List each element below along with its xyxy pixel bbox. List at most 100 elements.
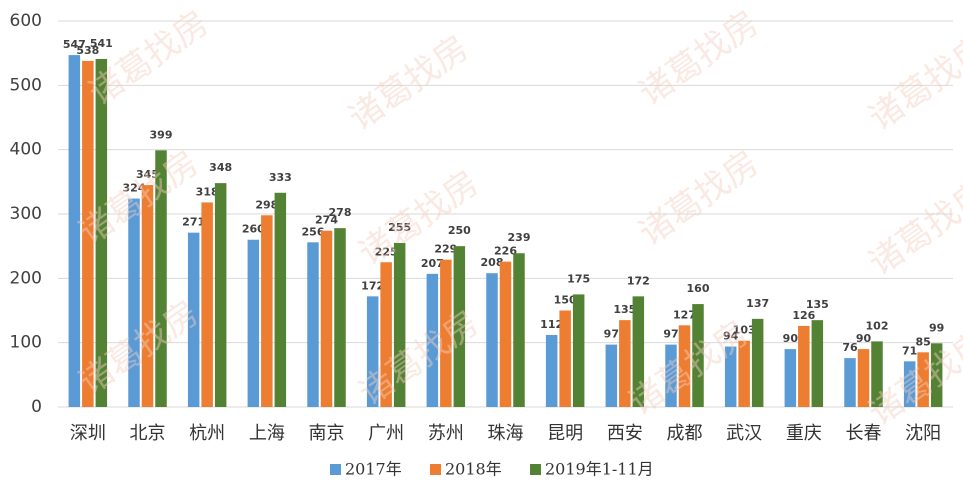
value-label: 260 (242, 223, 265, 236)
x-tick-label: 广州 (368, 423, 404, 444)
bar (692, 304, 704, 407)
y-tick-label: 400 (10, 140, 42, 160)
bar (68, 55, 81, 407)
x-tick-label: 武汉 (726, 423, 762, 444)
bar (247, 239, 260, 407)
value-label: 255 (388, 221, 411, 234)
bar (559, 310, 571, 407)
y-tick-label: 300 (10, 204, 42, 224)
value-label: 538 (76, 44, 99, 57)
x-tick-label: 上海 (249, 423, 285, 444)
bar (572, 294, 585, 407)
value-label: 90 (856, 332, 872, 345)
bar (82, 60, 94, 408)
value-label: 135 (806, 298, 829, 311)
bar (903, 361, 916, 407)
value-label: 229 (434, 243, 457, 256)
value-label: 102 (866, 319, 889, 332)
bar (380, 262, 392, 407)
bar (426, 273, 439, 407)
value-label: 160 (687, 282, 710, 295)
x-tick-label: 重庆 (786, 423, 822, 444)
value-label: 547 (63, 38, 86, 51)
value-label: 324 (123, 182, 146, 195)
value-label: 208 (481, 256, 504, 269)
value-label: 278 (329, 206, 352, 219)
x-tick-label: 深圳 (70, 423, 106, 444)
bar (632, 296, 645, 407)
bar (605, 344, 618, 407)
x-tick-label: 成都 (667, 423, 703, 444)
bar (798, 325, 810, 407)
value-label: 239 (508, 231, 531, 244)
value-label: 298 (255, 198, 278, 211)
x-tick-label: 珠海 (488, 423, 524, 444)
bar (844, 358, 856, 407)
value-label: 274 (315, 214, 338, 227)
x-tick-label: 长春 (846, 423, 882, 444)
value-label: 399 (150, 128, 173, 141)
bar (320, 230, 333, 407)
bar (499, 261, 512, 407)
value-label: 348 (209, 161, 232, 174)
value-label: 172 (361, 279, 384, 292)
bar (128, 198, 140, 407)
bar (930, 343, 943, 407)
value-label: 76 (842, 341, 858, 354)
bar (187, 232, 200, 407)
value-label: 225 (375, 245, 398, 258)
x-tick-label: 杭州 (189, 423, 225, 444)
bar (751, 318, 764, 407)
legend-swatch (530, 464, 541, 475)
value-label: 333 (269, 171, 292, 184)
x-tick-label: 南京 (309, 423, 345, 444)
bar (619, 320, 631, 407)
bar (261, 215, 273, 407)
watermark: 诸葛找房 (862, 173, 963, 284)
bar (95, 58, 108, 407)
bar (871, 341, 883, 407)
bar (453, 246, 466, 407)
bar (214, 183, 227, 407)
x-tick-label: 昆明 (547, 423, 583, 444)
legend-label: 2019年1-11月 (545, 460, 654, 479)
watermark: 诸葛找房 (632, 143, 766, 254)
y-tick-label: 100 (10, 333, 42, 353)
bar (857, 349, 870, 407)
watermark: 诸葛找房 (632, 3, 766, 114)
value-label: 94 (723, 330, 739, 343)
value-label: 172 (627, 274, 650, 287)
value-label: 99 (929, 321, 944, 334)
value-label: 250 (448, 224, 471, 237)
value-label: 71 (902, 344, 917, 357)
legend-swatch (330, 464, 341, 475)
bar (393, 242, 406, 407)
bar (784, 349, 797, 407)
x-tick-label: 北京 (130, 423, 166, 444)
y-tick-label: 500 (10, 75, 42, 95)
bar (513, 253, 525, 407)
value-label: 137 (746, 297, 769, 310)
legend-label: 2017年 (345, 460, 402, 479)
value-label: 175 (567, 272, 590, 285)
bar (724, 346, 737, 407)
value-label: 90 (783, 332, 799, 345)
watermark: 诸葛找房 (82, 3, 216, 114)
bar (678, 325, 691, 407)
value-label: 207 (421, 257, 444, 270)
value-label: 126 (792, 309, 815, 322)
legend-label: 2018年 (445, 460, 502, 479)
bar (738, 340, 750, 407)
x-tick-label: 沈阳 (905, 423, 941, 444)
watermark: 诸葛找房 (862, 28, 963, 139)
value-label: 226 (494, 245, 517, 258)
bar (440, 259, 452, 407)
value-label: 345 (136, 168, 159, 181)
x-tick-label: 西安 (607, 423, 643, 444)
value-label: 135 (613, 303, 636, 316)
bar (334, 228, 346, 407)
bar (917, 352, 929, 407)
value-label: 150 (554, 294, 577, 307)
value-label: 127 (673, 308, 696, 321)
